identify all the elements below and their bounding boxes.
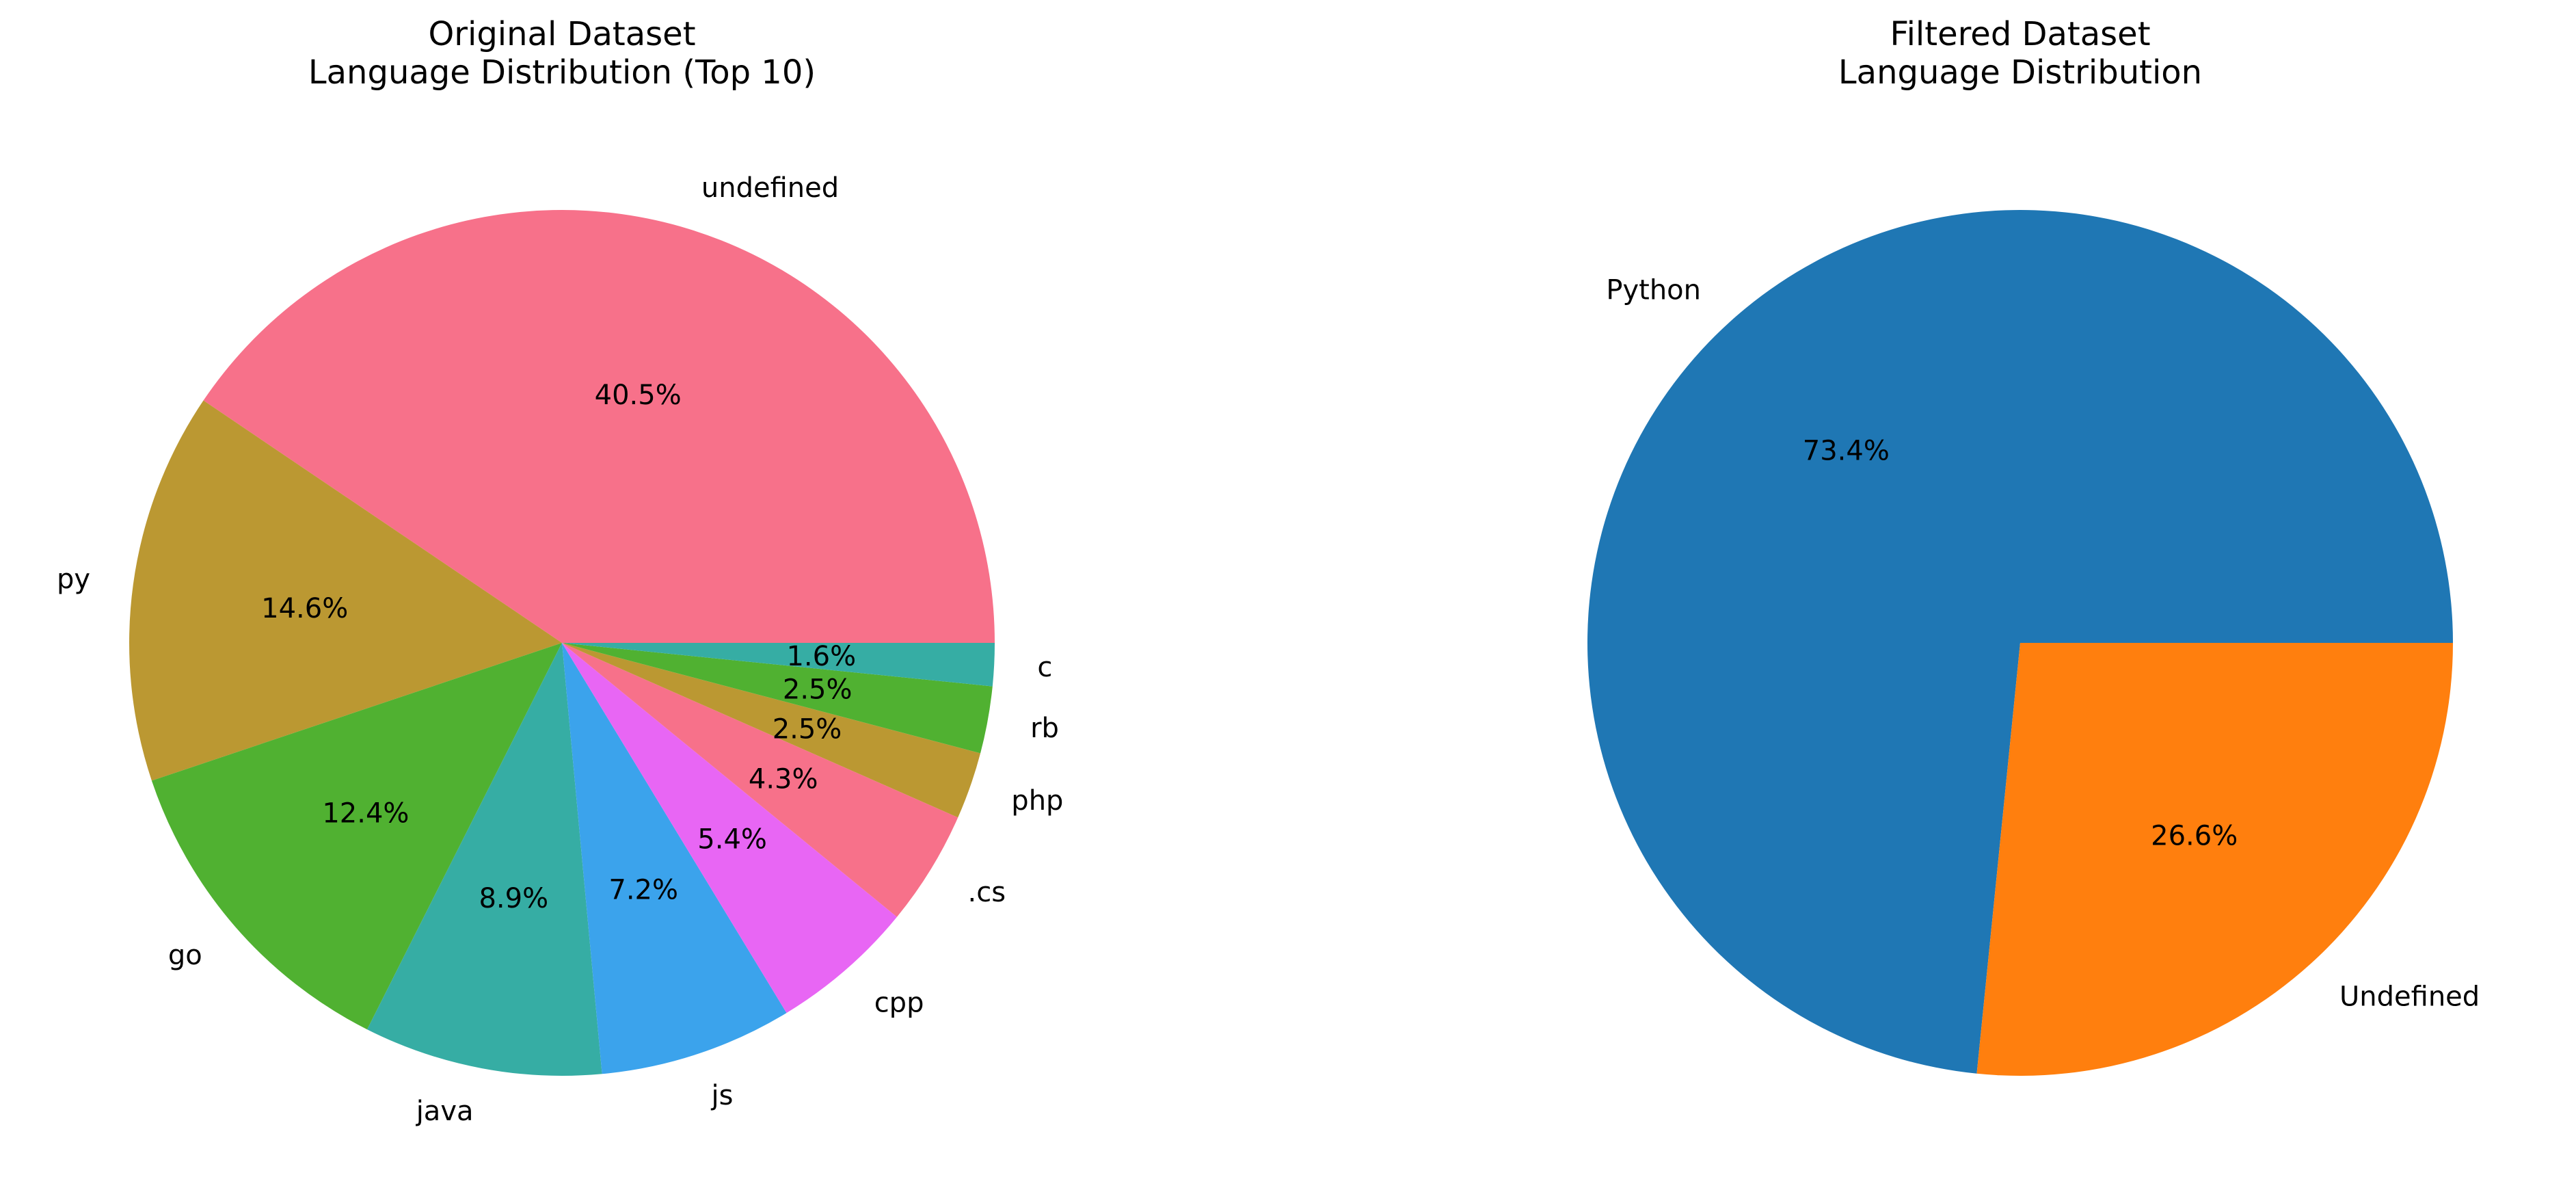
pct-label-py: 14.6% xyxy=(261,593,348,624)
pie-slice-undefined xyxy=(1976,643,2454,1076)
slice-label-php: php xyxy=(1011,785,1063,817)
pie-slice-go xyxy=(151,643,563,1030)
pct-label-undefined: 26.6% xyxy=(2151,821,2238,852)
slice-label-rb: rb xyxy=(1030,713,1059,744)
slice-label-java: java xyxy=(416,1096,474,1127)
slice-label-python: Python xyxy=(1606,275,1701,306)
slice-label-cpp: cpp xyxy=(874,988,924,1019)
pie-slice-rb xyxy=(562,643,993,754)
pct-label-js: 7.2% xyxy=(608,875,678,906)
pct-label-cpp: 5.4% xyxy=(697,824,767,856)
pct-label-python: 73.4% xyxy=(1803,435,1890,466)
pct-label-java: 8.9% xyxy=(479,883,548,914)
pct-label-go: 12.4% xyxy=(322,798,409,830)
chart-title-line-2: Language Distribution (Top 10) xyxy=(308,53,816,92)
pie-slice-js xyxy=(562,643,787,1074)
pie-slice-java xyxy=(367,643,602,1076)
slice-label-py: py xyxy=(57,564,90,595)
pie-slice-python xyxy=(1587,209,2453,1074)
pie-slice-php xyxy=(562,643,981,818)
chart-title-line-1: Original Dataset xyxy=(428,15,695,53)
chart-title-line-1: Filtered Dataset xyxy=(1890,15,2150,53)
chart-title-line-2: Language Distribution xyxy=(1838,53,2202,92)
pct-label-c: 1.6% xyxy=(786,641,856,672)
pct-label-rb: 2.5% xyxy=(783,674,853,706)
slice-label-c: c xyxy=(1037,652,1052,683)
original-dataset-pie-chart: Original Dataset Language Distribution (… xyxy=(57,15,1063,1127)
pie-slices: 73.4% Python 26.6% Undefined xyxy=(1587,209,2480,1076)
pie-slice-c xyxy=(562,643,995,687)
pie-slice-cpp xyxy=(562,643,897,1014)
pie-slice-py xyxy=(129,400,562,781)
slice-label-go: go xyxy=(168,940,202,971)
pct-label-cs: 4.3% xyxy=(749,764,818,795)
pie-slice-cs xyxy=(562,643,958,917)
slice-label-js: js xyxy=(711,1080,734,1111)
pct-label-undefined: 40.5% xyxy=(595,380,682,411)
pct-label-php: 2.5% xyxy=(773,713,842,745)
pie-slices: 40.5% undefined 14.6% py 12.4% go 8.9% java 7.2%… xyxy=(57,172,1063,1127)
slice-label-undefined: undefined xyxy=(701,172,839,204)
pie-slice-undefined xyxy=(203,209,995,643)
filtered-dataset-pie-chart: Filtered Dataset Language Distribution 7… xyxy=(1587,15,2480,1076)
slice-label-undefined: Undefined xyxy=(2339,981,2480,1013)
slice-label-cs: .cs xyxy=(968,877,1006,908)
